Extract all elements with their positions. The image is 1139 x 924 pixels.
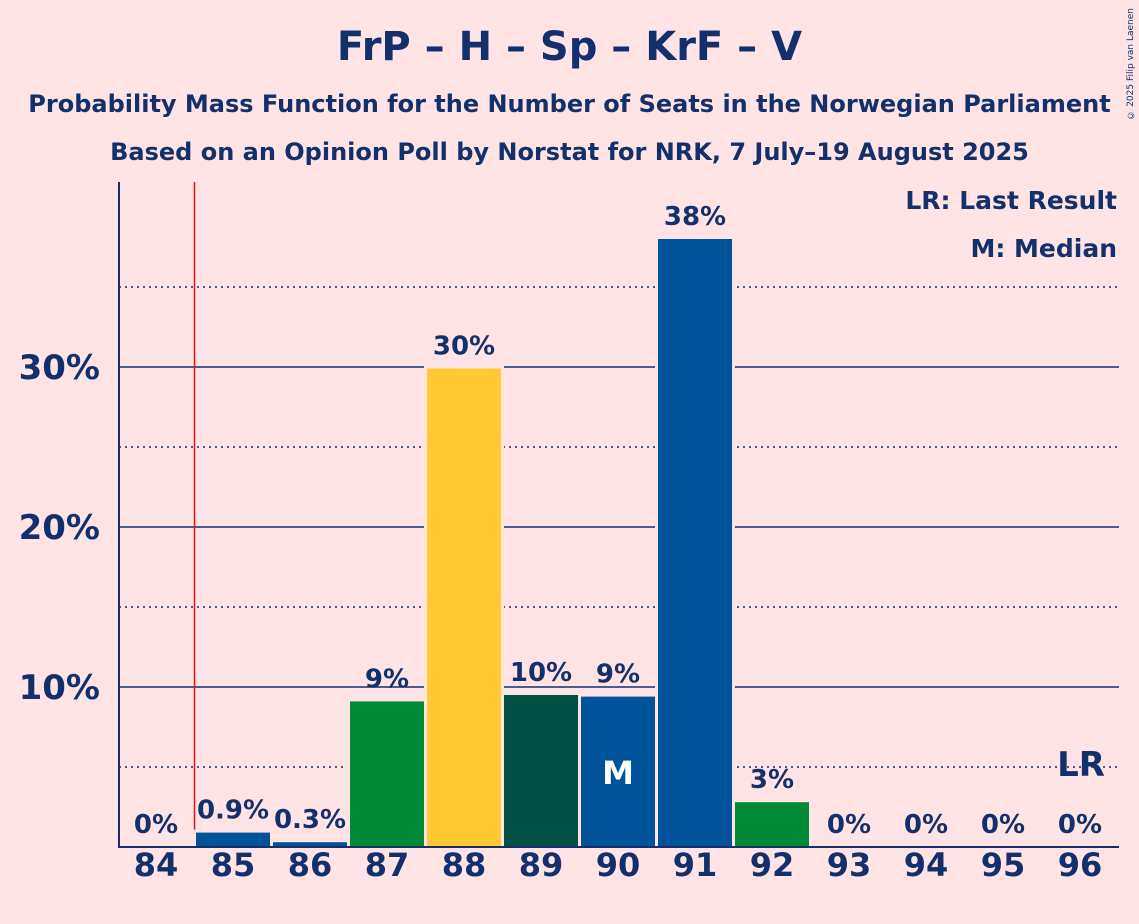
value-label: 9% <box>596 660 640 690</box>
value-label: 30% <box>433 332 495 362</box>
bar <box>581 696 655 847</box>
value-label: 0% <box>827 810 871 840</box>
x-tick-label: 90 <box>596 846 641 884</box>
value-label: 3% <box>750 765 794 795</box>
bars <box>193 236 812 847</box>
x-tick-label: 95 <box>981 846 1026 884</box>
chart-subtitle-1: Probability Mass Function for the Number… <box>28 90 1111 118</box>
value-label: 0% <box>1058 810 1102 840</box>
bar <box>273 842 347 847</box>
value-label: 9% <box>365 664 409 694</box>
value-label: 10% <box>510 658 572 688</box>
y-tick-label: 20% <box>19 508 100 548</box>
x-tick-label: 88 <box>442 846 487 884</box>
bar <box>735 802 809 847</box>
bar <box>350 701 424 847</box>
x-tick-label: 93 <box>827 846 872 884</box>
last-result-marker: LR <box>1057 745 1105 785</box>
x-tick-label: 94 <box>904 846 949 884</box>
value-labels: 0% 0.9% 0.3% 9% 30% 10% 9% 38% 3% 0% 0% 0% 0% M LR <box>134 202 1105 840</box>
value-label: 0.9% <box>197 796 269 826</box>
bar <box>504 695 578 847</box>
bar <box>427 368 501 847</box>
chart-subtitle-2: Based on an Opinion Poll by Norstat for … <box>110 138 1029 166</box>
x-tick-label: 89 <box>519 846 564 884</box>
legend-median: M: Median <box>970 234 1117 263</box>
x-tick-label: 92 <box>750 846 795 884</box>
value-label: 0% <box>134 810 178 840</box>
bar <box>196 832 270 847</box>
value-label: 38% <box>664 202 726 232</box>
y-tick-label: 10% <box>19 668 100 708</box>
x-tick-label: 96 <box>1058 846 1103 884</box>
x-tick-label: 86 <box>288 846 333 884</box>
x-tick-label: 91 <box>673 846 718 884</box>
value-label: 0.3% <box>274 805 346 835</box>
chart-title: FrP – H – Sp – KrF – V <box>336 24 803 70</box>
x-tick-label: 84 <box>134 846 179 884</box>
bar <box>658 239 732 847</box>
value-label: 0% <box>981 810 1025 840</box>
median-marker: M <box>602 754 634 792</box>
y-tick-label: 30% <box>19 348 100 388</box>
axes: 10% 20% 30% 84 85 86 87 88 89 90 91 92 93 94 95 96 <box>19 182 1119 884</box>
x-tick-label: 85 <box>211 846 256 884</box>
legend-last-result: LR: Last Result <box>905 186 1117 215</box>
legend: LR: Last Result M: Median <box>905 186 1117 263</box>
x-tick-label: 87 <box>365 846 410 884</box>
value-label: 0% <box>904 810 948 840</box>
